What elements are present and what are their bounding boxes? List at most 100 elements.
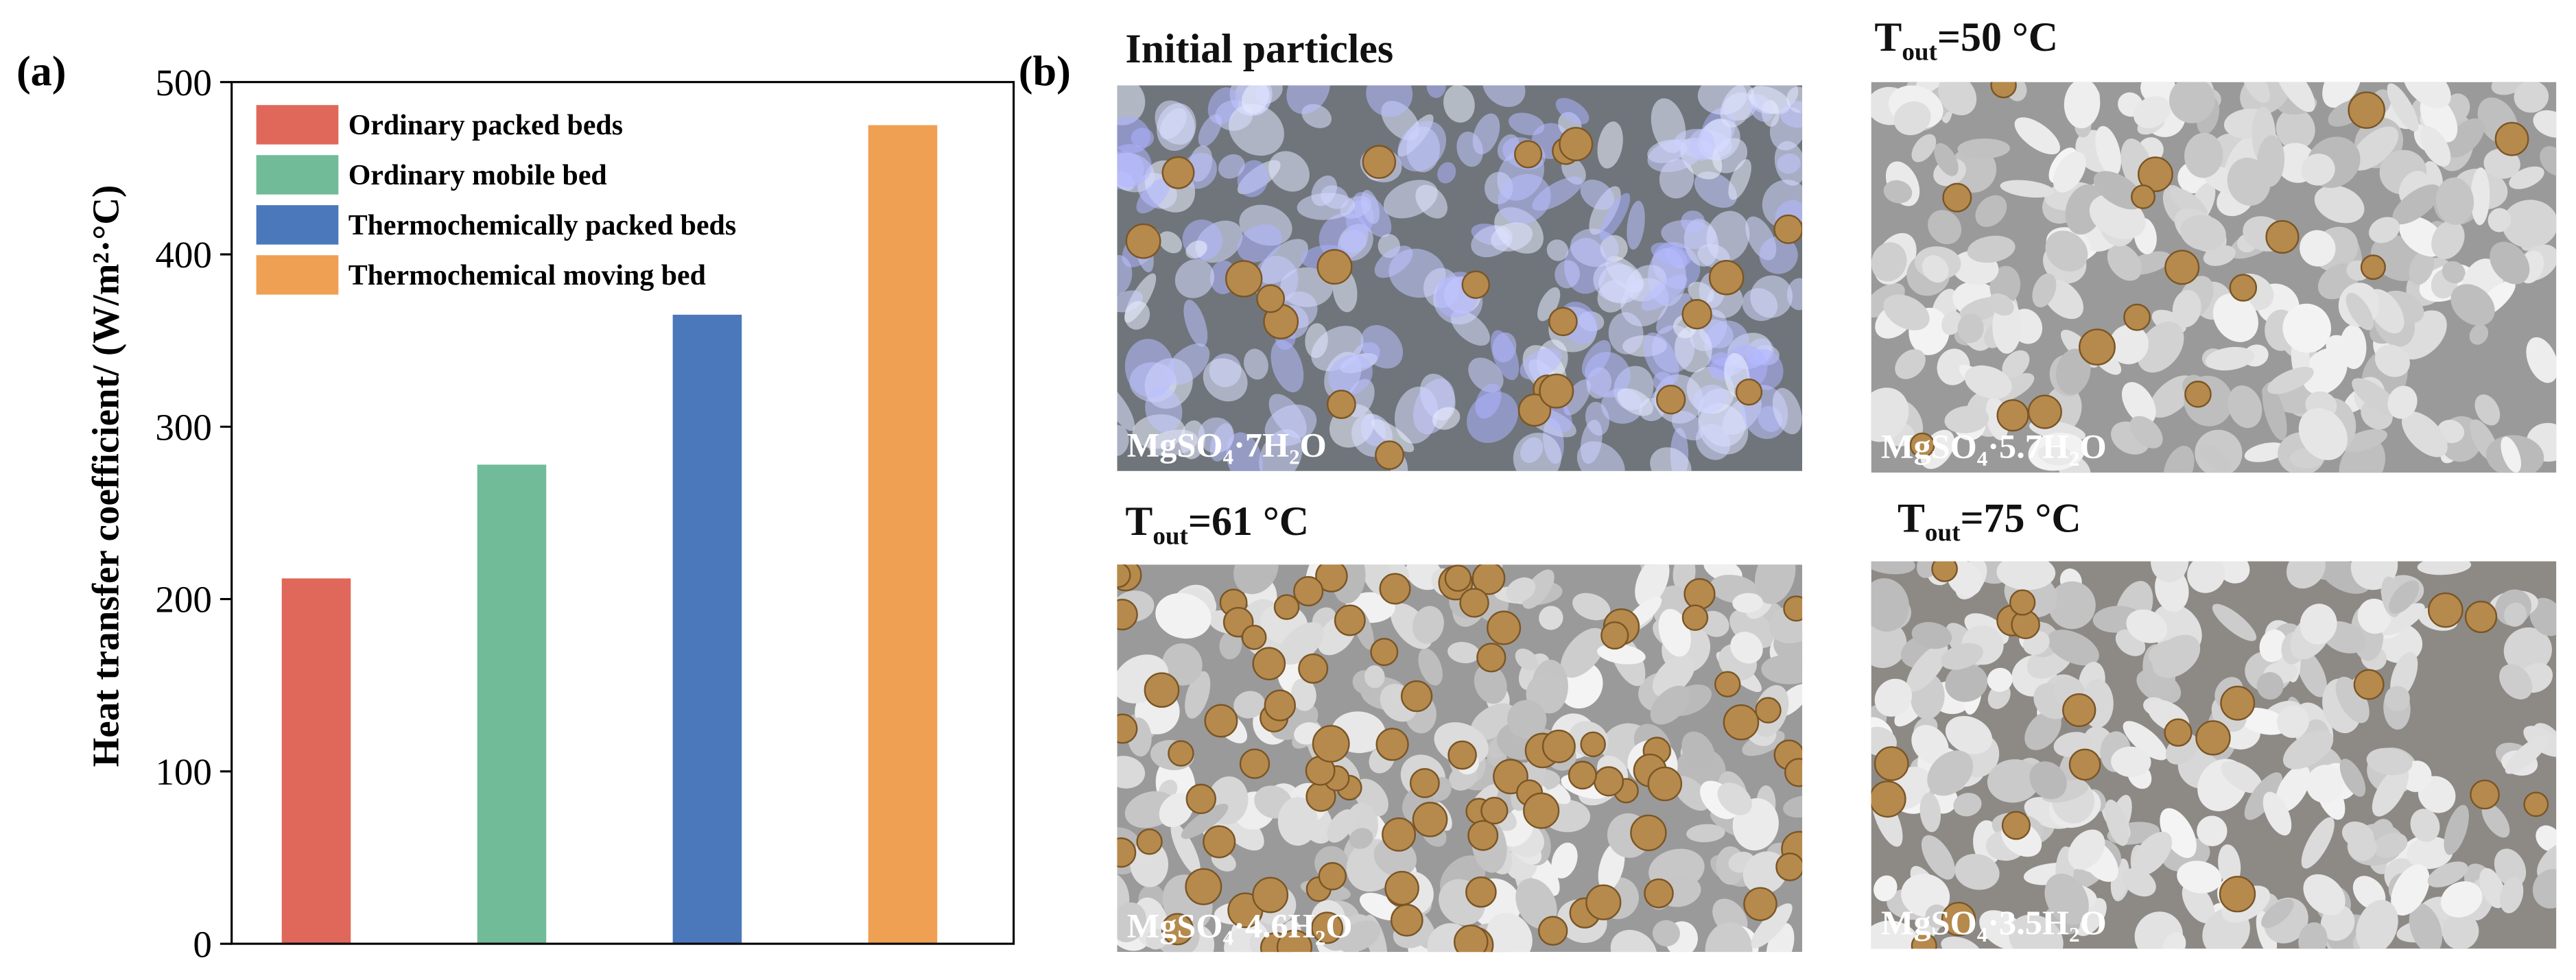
text-segment: ·7H (1233, 425, 1289, 464)
photo-crystal (1975, 195, 2007, 227)
photo-crystal (1124, 300, 1150, 330)
photo-crystal (2162, 932, 2186, 949)
photo-crystal (1774, 141, 1803, 186)
photo-crystal (2479, 868, 2506, 909)
photo-crystal (1652, 654, 1695, 697)
photo-crystal (1696, 423, 1731, 460)
photo-crystal (1650, 447, 1692, 471)
photo-crystal (1871, 283, 1905, 318)
y-tick-label: 300 (155, 406, 212, 448)
photo-ball (1168, 740, 1194, 767)
photo-crystal (2357, 599, 2391, 634)
photo-crystal (2044, 873, 2089, 925)
text-segment: ·5.7H (1987, 427, 2069, 466)
photo-ball (1326, 390, 1356, 419)
photo-crystal (2442, 913, 2479, 949)
photo-ball (1241, 625, 1267, 650)
photo-crystal (1522, 569, 1555, 609)
photo-crystal (2533, 110, 2557, 138)
photo-ball (1298, 653, 1329, 684)
photo-crystal (1117, 425, 1129, 456)
photo-crystal (2137, 322, 2184, 373)
subscript: 4 (1977, 922, 1988, 946)
photo-ball (1379, 573, 1411, 605)
photo-crystal (1772, 387, 1802, 435)
photo-ball (1316, 249, 1353, 285)
photo-crystal (1277, 797, 1318, 846)
photo-crystal (2529, 597, 2557, 636)
subscript: out (1925, 519, 1961, 547)
photo-crystal (1593, 261, 1637, 302)
photo-crystal (2261, 898, 2294, 929)
y-tick-label: 500 (155, 62, 212, 104)
photo-crystal (2032, 273, 2057, 308)
photo-crystal (1539, 606, 1563, 630)
photo-crystal (1491, 222, 1533, 252)
photo-text: Tout=61 °C (1125, 499, 1309, 550)
photo-crystal (1506, 577, 1536, 603)
photo-crystal (1759, 236, 1798, 274)
subscript: 2 (2069, 446, 2080, 470)
photo-crystal (2121, 382, 2156, 425)
photo-crystal (2242, 82, 2270, 103)
photo-ball (1117, 837, 1137, 868)
subscript: out (1153, 522, 1188, 550)
photo-crystal (1286, 85, 1330, 115)
photo-crystal (2409, 250, 2435, 285)
photo-crystal (2000, 180, 2055, 198)
photo-crystal (2490, 241, 2530, 285)
photo-crystal (1117, 85, 1146, 126)
photo-crystal (2262, 791, 2292, 836)
photo-crystal (1967, 235, 2016, 263)
photo-crystal (1572, 593, 1611, 621)
text-segment: =50 °C (1937, 14, 2058, 60)
photo-ball (1539, 373, 1574, 409)
photo-crystal (1560, 628, 1606, 678)
photo-crystal (2502, 200, 2557, 248)
photo-crystal (2301, 153, 2335, 186)
photo-crystal (1426, 85, 1446, 98)
photo-ball (1203, 825, 1236, 859)
photo-ball (1480, 796, 1509, 825)
photo-ball (2220, 685, 2256, 721)
photo-ball (2265, 219, 2300, 254)
photo-crystal (2217, 561, 2250, 584)
photo-crystal (2369, 217, 2400, 243)
photo-crystal (1520, 348, 1562, 380)
photo-ball (1144, 672, 1180, 708)
y-tick-label: 400 (155, 234, 212, 276)
photo-text: MgSO4·4.6H2O (1127, 907, 1353, 950)
photo-ball (1568, 761, 1597, 790)
photo-ball (1252, 647, 1286, 680)
text-segment: MgSO (1127, 425, 1223, 464)
photo-crystal (1397, 121, 1447, 172)
photo-crystal (1259, 429, 1303, 471)
photo-crystal (1233, 691, 1265, 719)
text-segment: =75 °C (1960, 495, 2081, 540)
legend-label: Thermochemical moving bed (348, 260, 706, 291)
photo-crystal (2372, 765, 2409, 817)
photo-crystal (2199, 444, 2232, 473)
photo-ball (2068, 748, 2101, 781)
subscript: 2 (1289, 444, 1300, 468)
photo-ball (1161, 156, 1195, 189)
photo-crystal (2184, 132, 2223, 178)
photo-crystal (1268, 151, 1310, 192)
photo-crystal (1652, 920, 1680, 947)
photo-crystal (1996, 561, 2056, 590)
photo-crystal (2029, 761, 2067, 800)
photo-ball (2131, 184, 2155, 209)
photo-ball (2494, 121, 2529, 156)
photo-crystal (1198, 417, 1235, 453)
photo-ball (1185, 783, 1216, 815)
photo-crystal (1717, 782, 1752, 815)
photo-ball (1723, 704, 1760, 741)
photo-crystal (1747, 86, 1791, 115)
photo-ball (1252, 876, 1289, 913)
photo-ball (2195, 720, 2231, 756)
photo-text: MgSO4·5.7H2O (1881, 427, 2107, 470)
photo-crystal (2488, 208, 2512, 232)
photo-crystal (2256, 672, 2284, 700)
photo-crystal (2392, 184, 2441, 225)
